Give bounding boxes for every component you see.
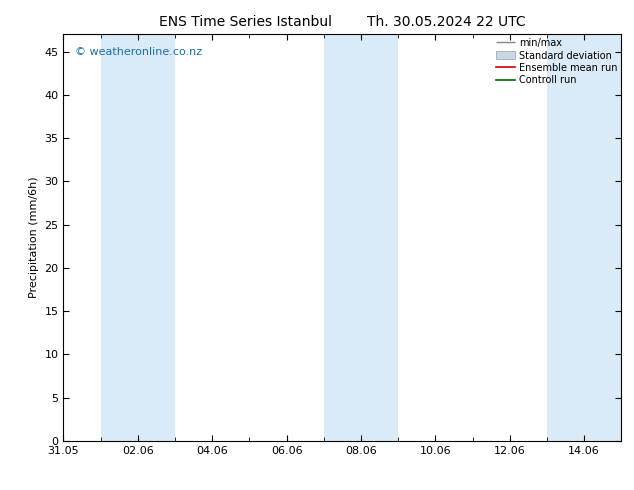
Bar xyxy=(547,34,621,441)
Bar xyxy=(324,34,398,441)
Y-axis label: Precipitation (mm/6h): Precipitation (mm/6h) xyxy=(29,177,39,298)
Bar xyxy=(101,34,175,441)
Text: © weatheronline.co.nz: © weatheronline.co.nz xyxy=(75,47,202,56)
Legend: min/max, Standard deviation, Ensemble mean run, Controll run: min/max, Standard deviation, Ensemble me… xyxy=(494,36,619,87)
Title: ENS Time Series Istanbul        Th. 30.05.2024 22 UTC: ENS Time Series Istanbul Th. 30.05.2024 … xyxy=(159,15,526,29)
